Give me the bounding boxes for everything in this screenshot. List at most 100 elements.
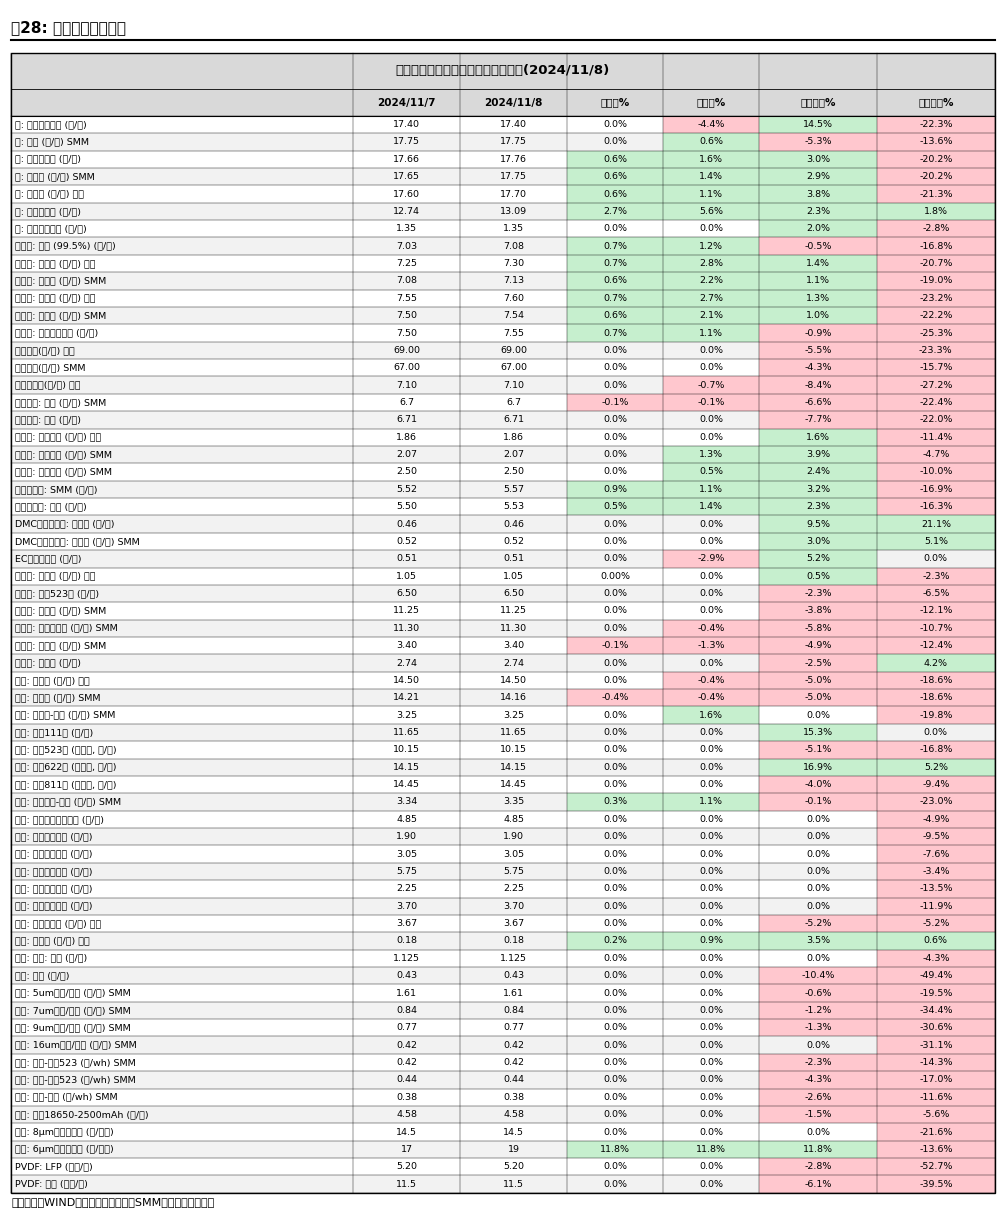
Text: -52.7%: -52.7%	[919, 1162, 953, 1171]
Text: 5.1%: 5.1%	[924, 537, 948, 546]
Text: 17.70: 17.70	[500, 189, 527, 199]
Text: 14.45: 14.45	[393, 780, 421, 789]
Text: 3.5%: 3.5%	[806, 937, 830, 945]
Bar	[877, 811, 995, 828]
Text: 17.66: 17.66	[393, 155, 421, 164]
Bar	[877, 758, 995, 775]
Text: 电池: 方形-三元523 (元/wh) SMM: 电池: 方形-三元523 (元/wh) SMM	[15, 1059, 136, 1067]
Text: -22.0%: -22.0%	[919, 415, 953, 425]
Text: -5.6%: -5.6%	[923, 1110, 950, 1120]
Text: 1.125: 1.125	[393, 954, 421, 963]
Text: -39.5%: -39.5%	[919, 1179, 953, 1188]
Bar	[663, 1140, 760, 1158]
Text: 2.3%: 2.3%	[806, 206, 830, 216]
Text: 0.0%: 0.0%	[699, 833, 723, 841]
Text: 3.34: 3.34	[396, 797, 417, 807]
Text: -16.8%: -16.8%	[919, 242, 953, 250]
Text: -0.1%: -0.1%	[805, 797, 832, 807]
Text: 5.57: 5.57	[503, 485, 524, 493]
Text: -4.3%: -4.3%	[805, 1076, 832, 1084]
Text: 11.30: 11.30	[393, 624, 421, 632]
Bar	[11, 654, 995, 672]
Bar	[11, 794, 995, 811]
Text: 碳酸锂: 国产主流厂商 (万/吨): 碳酸锂: 国产主流厂商 (万/吨)	[15, 328, 99, 337]
Bar	[11, 828, 995, 845]
Bar	[11, 1158, 995, 1176]
Text: 2.50: 2.50	[503, 468, 524, 476]
Text: 67.00: 67.00	[500, 364, 527, 372]
Text: 1.1%: 1.1%	[806, 276, 830, 286]
Text: 2.9%: 2.9%	[806, 172, 830, 181]
Text: -9.4%: -9.4%	[923, 780, 950, 789]
Text: 14.5: 14.5	[503, 1127, 524, 1137]
Text: 1.61: 1.61	[396, 989, 417, 998]
Text: -23.2%: -23.2%	[919, 294, 953, 303]
Text: -11.9%: -11.9%	[919, 902, 953, 911]
Text: -11.4%: -11.4%	[919, 432, 953, 442]
Bar	[567, 481, 663, 498]
Text: -3.4%: -3.4%	[923, 867, 950, 875]
Text: 5.75: 5.75	[503, 867, 524, 875]
Bar	[663, 933, 760, 950]
Bar	[567, 150, 663, 168]
Bar	[760, 1071, 877, 1089]
Text: 氢氧化锂：(万/吨) 百川: 氢氧化锂：(万/吨) 百川	[15, 381, 80, 389]
Text: 14.50: 14.50	[393, 676, 421, 685]
Text: 0.0%: 0.0%	[604, 537, 627, 546]
Text: 钴: 钴粉 (万/吨) SMM: 钴: 钴粉 (万/吨) SMM	[15, 138, 90, 147]
Bar	[760, 741, 877, 758]
Text: 0.6%: 0.6%	[699, 138, 723, 147]
Bar	[663, 289, 760, 306]
Text: 5.20: 5.20	[503, 1162, 524, 1171]
Bar	[877, 446, 995, 463]
Bar	[663, 306, 760, 325]
Text: -0.4%: -0.4%	[698, 676, 725, 685]
Bar	[877, 1071, 995, 1089]
Text: -14.3%: -14.3%	[919, 1059, 953, 1067]
Bar	[877, 515, 995, 532]
Bar	[760, 1089, 877, 1106]
Bar	[877, 394, 995, 411]
Text: 0.38: 0.38	[503, 1093, 524, 1101]
Bar	[877, 203, 995, 220]
Bar	[11, 1037, 995, 1054]
Text: 电解液: 磷酸铁锂 (万/吨) SMM: 电解液: 磷酸铁锂 (万/吨) SMM	[15, 451, 113, 459]
Text: 0.0%: 0.0%	[806, 902, 830, 911]
Bar	[11, 463, 995, 481]
Text: 0.0%: 0.0%	[604, 554, 627, 563]
Bar	[11, 515, 995, 532]
Text: 2.3%: 2.3%	[806, 502, 830, 512]
Bar	[877, 429, 995, 446]
Text: 0.52: 0.52	[503, 537, 524, 546]
Bar	[760, 1176, 877, 1193]
Bar	[760, 376, 877, 394]
Text: 0.0%: 0.0%	[699, 814, 723, 824]
Text: 14.5: 14.5	[396, 1127, 417, 1137]
Text: 2.25: 2.25	[503, 884, 524, 894]
Text: 7.50: 7.50	[396, 328, 417, 337]
Text: -22.3%: -22.3%	[919, 120, 953, 129]
Text: 11.5: 11.5	[503, 1179, 524, 1188]
Bar	[760, 498, 877, 515]
Text: 1.61: 1.61	[503, 989, 524, 998]
Text: 0.44: 0.44	[396, 1076, 417, 1084]
Text: 碳酸锂: 电池级 (万/吨) SMM: 碳酸锂: 电池级 (万/吨) SMM	[15, 311, 107, 320]
Text: EC碳酸乙烯酯 (万/吨): EC碳酸乙烯酯 (万/吨)	[15, 554, 81, 563]
Text: 0.0%: 0.0%	[924, 554, 948, 563]
Bar	[663, 255, 760, 272]
Bar	[11, 150, 995, 168]
Bar	[663, 203, 760, 220]
Bar	[11, 168, 995, 186]
Bar	[11, 758, 995, 775]
Text: 0.6%: 0.6%	[604, 276, 627, 286]
Text: 5.75: 5.75	[396, 867, 417, 875]
Text: 11.8%: 11.8%	[696, 1145, 726, 1154]
Text: 7.08: 7.08	[503, 242, 524, 250]
Bar	[760, 602, 877, 619]
Text: 碳酸锂: 国产 (99.5%) (万/吨): 碳酸锂: 国产 (99.5%) (万/吨)	[15, 242, 116, 250]
Bar	[663, 446, 760, 463]
Text: 0.0%: 0.0%	[604, 971, 627, 980]
Text: 0.0%: 0.0%	[699, 1076, 723, 1084]
Text: 周环比%: 周环比%	[697, 98, 726, 107]
Text: 正极: 三元811型 (单晶型, 万/吨): 正极: 三元811型 (单晶型, 万/吨)	[15, 780, 117, 789]
